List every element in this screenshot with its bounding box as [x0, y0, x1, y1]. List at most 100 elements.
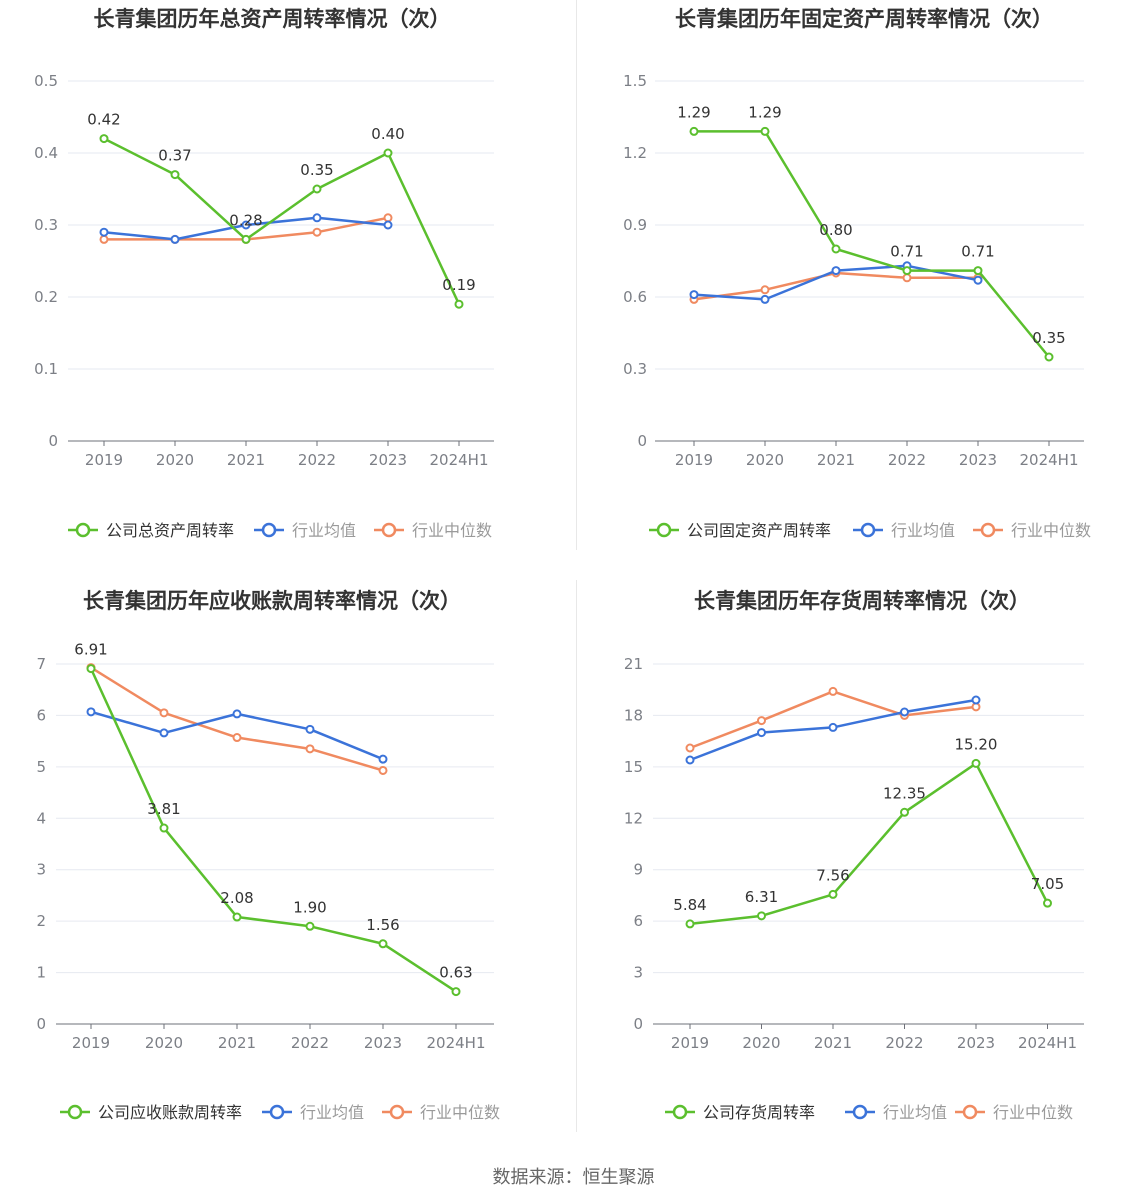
y-tick-label: 0	[36, 1015, 46, 1033]
data-label: 0.71	[890, 243, 923, 261]
data-point-company	[973, 266, 983, 276]
legend-marker	[672, 1104, 688, 1120]
data-point-company	[828, 889, 838, 899]
x-tick-label: 2023	[369, 451, 407, 469]
data-label: 7.05	[1031, 875, 1064, 893]
data-source-note: 数据来源：恒生聚源	[492, 1167, 655, 1188]
data-point-median	[305, 744, 315, 754]
data-point-avg	[170, 234, 180, 244]
data-point-avg	[312, 213, 322, 223]
legend-item-avg: 行业均值	[845, 1103, 947, 1122]
x-tick-label: 2022	[291, 1034, 329, 1052]
data-label: 1.90	[293, 898, 326, 916]
series-line-median	[90, 666, 384, 772]
y-tick-label: 0	[633, 1015, 643, 1033]
y-tick-label: 2	[36, 912, 46, 930]
y-tick-label: 1	[36, 964, 46, 982]
data-point-company	[689, 126, 699, 136]
legend-label: 公司固定资产周转率	[687, 521, 831, 540]
chart-total-asset-turnover: 长青集团历年总资产周转率情况（次） 0 0.1 0.2 0.3 0.4 0.5 2019 202…	[0, 0, 576, 560]
y-tick-label: 9	[633, 861, 643, 879]
legend-item-avg: 行业均值	[853, 521, 955, 540]
legend-label: 行业均值	[891, 521, 955, 540]
legend-item-company: 公司应收账款周转率	[60, 1103, 242, 1122]
x-tick-label: 2021	[218, 1034, 256, 1052]
y-tick-label: 4	[36, 809, 46, 827]
x-tick-label: 2022	[298, 451, 336, 469]
data-label: 1.29	[748, 103, 781, 121]
data-point-company	[757, 911, 766, 921]
y-tick-label: 5	[36, 758, 46, 776]
data-label: 1.29	[677, 103, 710, 121]
y-tick-label: 0.1	[34, 360, 58, 378]
legend-marker	[67, 1104, 83, 1120]
legend-label: 公司应收账款周转率	[98, 1103, 242, 1122]
data-label: 1.56	[366, 916, 399, 934]
data-point-median	[760, 285, 770, 295]
x-tick-label: 2019	[85, 451, 123, 469]
data-point-median	[383, 213, 393, 223]
data-label: 0.63	[439, 964, 472, 982]
x-tick-label: 2019	[72, 1034, 110, 1052]
chart-svg: 长青集团历年应收账款周转率情况（次） 0 1 2 3 4 5 6 7 2019 2020 2021 20…	[36, 589, 500, 1122]
chart-title: 长青集团历年固定资产周转率情况（次）	[675, 7, 1053, 31]
legend-item-company: 公司存货周转率	[665, 1103, 815, 1122]
data-point-avg	[831, 266, 841, 276]
data-label: 0.37	[158, 147, 191, 165]
data-point-company	[86, 664, 96, 674]
data-point-company	[1043, 898, 1052, 908]
y-tick-label: 15	[624, 758, 643, 776]
legend-item-median: 行业中位数	[382, 1103, 500, 1122]
x-tick-label: 2020	[145, 1034, 183, 1052]
data-label: 5.84	[673, 896, 706, 914]
data-point-median	[99, 234, 109, 244]
x-tick-label: 2024H1	[1018, 1034, 1077, 1052]
x-tick-label: 2020	[742, 1034, 780, 1052]
x-tick-label: 2021	[817, 451, 855, 469]
data-point-median	[828, 686, 838, 696]
x-tick-label: 2023	[364, 1034, 402, 1052]
chart-svg: 长青集团历年固定资产周转率情况（次） 0 0.3 0.6 0.9 1.2 1.5 2019 20…	[623, 7, 1091, 540]
x-tick-label: 2020	[746, 451, 784, 469]
data-label: 0.71	[961, 243, 994, 261]
data-label: 0.42	[87, 111, 120, 129]
y-tick-label: 0.4	[34, 144, 58, 162]
series-line-company	[89, 668, 457, 993]
legend-label: 行业均值	[300, 1103, 364, 1122]
y-tick-label: 0.5	[34, 72, 58, 90]
data-point-avg	[971, 695, 981, 705]
y-tick-label: 0	[637, 432, 647, 450]
chart-inventory-turnover: 长青集团历年存货周转率情况（次） 0 3 6 9 12 15 18 21 2019 2020 2021…	[577, 580, 1147, 1150]
legend-item-avg: 行业均值	[262, 1103, 364, 1122]
y-tick-label: 0.3	[623, 360, 647, 378]
data-point-avg	[760, 294, 770, 304]
y-tick-label: 0.3	[34, 216, 58, 234]
data-label: 0.28	[229, 211, 262, 229]
legend-marker	[269, 1104, 285, 1120]
divider-top	[576, 0, 577, 550]
data-point-company	[170, 170, 180, 180]
data-point-avg	[378, 754, 388, 764]
data-point-median	[159, 708, 169, 718]
data-point-avg	[973, 275, 983, 285]
y-tick-label: 6	[633, 912, 643, 930]
y-tick-label: 3	[36, 861, 46, 879]
legend-label: 行业中位数	[993, 1103, 1073, 1122]
legend-label: 公司总资产周转率	[106, 521, 234, 540]
data-point-company	[451, 987, 461, 997]
data-point-company	[902, 266, 912, 276]
chart-title: 长青集团历年存货周转率情况（次）	[694, 589, 1030, 613]
x-tick-label: 2022	[885, 1034, 923, 1052]
x-tick-label: 2019	[675, 451, 713, 469]
x-tick-label: 2023	[959, 451, 997, 469]
data-point-median	[902, 273, 912, 283]
data-point-company	[900, 807, 909, 817]
data-point-avg	[828, 722, 838, 732]
y-tick-label: 21	[624, 655, 643, 673]
data-label: 6.31	[745, 888, 778, 906]
data-label: 2.08	[220, 889, 253, 907]
x-tick-label: 2021	[227, 451, 265, 469]
x-tick-label: 2019	[671, 1034, 709, 1052]
legend-marker	[261, 522, 277, 538]
legend-marker	[852, 1104, 868, 1120]
